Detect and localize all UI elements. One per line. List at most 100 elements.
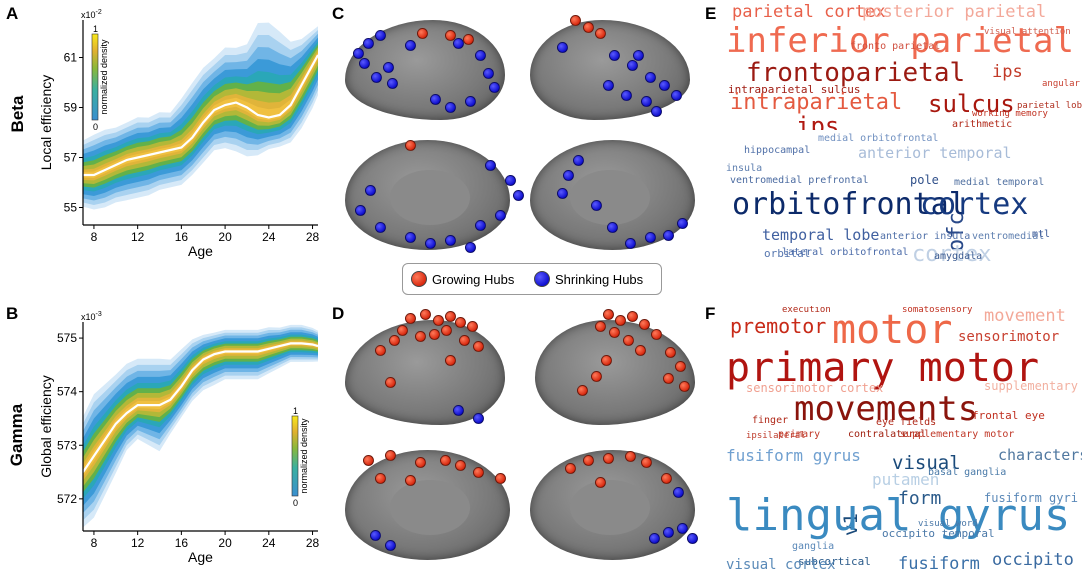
brain-lateral-right [530,20,690,120]
wordcloud-term: finger [752,415,789,426]
brain-panel-d [345,305,698,565]
wordcloud-term: medial temporal [954,177,1045,188]
x-tick-label-1: 12 [131,230,145,244]
colorbar-title: normalized density [299,418,309,494]
growing-hub-dot [445,311,456,322]
wordcloud-e-top: parietal cortex posterior parietal inferio… [722,2,1082,131]
wordcloud-term: ventromedial prefrontal [730,175,869,186]
growing-hub-marker [411,271,427,287]
y-tick-label-0: 572 [57,492,77,506]
wordcloud-term: form [898,488,942,509]
growing-hub-dot [591,371,602,382]
growing-hub-dot [363,455,374,466]
shrinking-hub-dot [663,230,674,241]
y-tick-label-1: 573 [57,438,77,452]
x-tick-label-4: 24 [262,536,276,550]
colorbar-max-label: 1 [93,24,98,34]
x-tick-label-4: 24 [262,230,276,244]
wordcloud-term: visual word [918,519,978,529]
growing-hub-dot [615,315,626,326]
growing-hub-dot [389,335,400,346]
growing-hub-dot [623,335,634,346]
wordcloud-term: visual [892,452,961,474]
wordcloud-term: anterior temporal [858,144,1012,162]
wordcloud-term: amygdala [934,251,983,262]
growing-hub-dot [473,341,484,352]
wordcloud-term: visual attention [984,27,1071,37]
shrinking-hub-dot [353,48,364,59]
shrinking-hub-marker [534,271,550,287]
colorbar-max-label: 1 [293,406,298,416]
wordcloud-term: working memory [972,109,1048,119]
growing-hub-dot [433,315,444,326]
y-tick-label-1: 57 [64,151,78,165]
shrinking-hub-dot [387,78,398,89]
growing-hub-dot [570,15,581,26]
wordcloud-term: ips [796,112,840,130]
wordcloud-f-top: execution somatosensory premotor motor movem… [722,306,1082,442]
shrinking-hub-dot [405,40,416,51]
x-tick-label-0: 8 [91,230,98,244]
wordcloud-term: lateral orbitofrontal [782,247,909,258]
growing-hub-dot [405,313,416,324]
panel-label-f: F [705,304,716,323]
wordcloud-term: orbitofrontal [732,187,967,222]
x-tick-label-2: 16 [175,536,189,550]
growing-hub-dot [467,321,478,332]
wordcloud-term: sensorimotor cortex [746,381,884,395]
panel-label-a: A [6,4,19,23]
shrinking-hub-dot [659,80,670,91]
shrinking-hub-dot [363,38,374,49]
y-tick-label-3: 61 [64,51,78,65]
growing-hub-dot [415,457,426,468]
growing-hub-dot [385,450,396,461]
shrinking-hub-dot [513,190,524,201]
x-tick-label-5: 28 [306,230,320,244]
growing-hub-dot [415,331,426,342]
growing-hub-dot [440,455,451,466]
wordcloud-term: medial orbitofrontal [818,133,939,144]
wordcloud-term: angular [1042,79,1080,89]
growing-hub-dot [595,321,606,332]
mean-trajectory-line [83,54,319,177]
shrinking-hub-dot [651,106,662,117]
wordcloud-term: visual cortex [726,557,836,570]
wordcloud-term: arithmetic [952,119,1013,130]
wordcloud-term: contralateral [848,429,927,440]
shrinking-hub-dot [370,530,381,541]
growing-hub-dot [661,473,672,484]
growing-hub-dot [641,457,652,468]
wordcloud-term: somatosensory [902,306,973,315]
growing-hub-dot [625,451,636,462]
shrinking-hub-dot [621,90,632,101]
growing-hub-dot [663,373,674,384]
wordcloud-term: pole [910,173,939,187]
wordcloud-term: putamen [872,470,940,489]
wordcloud-term: fusiform gyri [984,491,1078,505]
chart-global-efficiency: 8 12 16 20 24 28 572 573 574 575 Age Global efficie… [38,311,320,565]
shrinking-hub-dot [677,218,688,229]
growing-hub-dot [441,325,452,336]
wordcloud-term: posterior parietal [862,2,1047,22]
wordcloud-term: occipito [992,550,1074,570]
growing-hub-dot [583,455,594,466]
growing-hub-dot [639,319,650,330]
wordcloud-term: supplementary [984,379,1078,393]
growing-hub-dot [397,325,408,336]
growing-hub-dot [445,355,456,366]
shrinking-hub-dot [603,80,614,91]
shrinking-hub-dot [473,413,484,424]
shrinking-hub-dot [453,38,464,49]
colorbar-min-label: 0 [293,498,298,508]
shrinking-hub-dot [573,155,584,166]
shrinking-hub-dot [673,487,684,498]
shrinking-hub-dot [475,220,486,231]
x-axis-label: Age [188,243,213,259]
wordcloud-term: ventromedial [972,231,1045,242]
shrinking-hub-dot [505,175,516,186]
hub-legend: Growing Hubs Shrinking Hubs [402,263,662,295]
wordcloud-term: orbital [764,247,811,260]
shrinking-hub-dot [633,50,644,61]
legend-growing-label: Growing Hubs [432,272,515,287]
shrinking-hub-dot [445,235,456,246]
